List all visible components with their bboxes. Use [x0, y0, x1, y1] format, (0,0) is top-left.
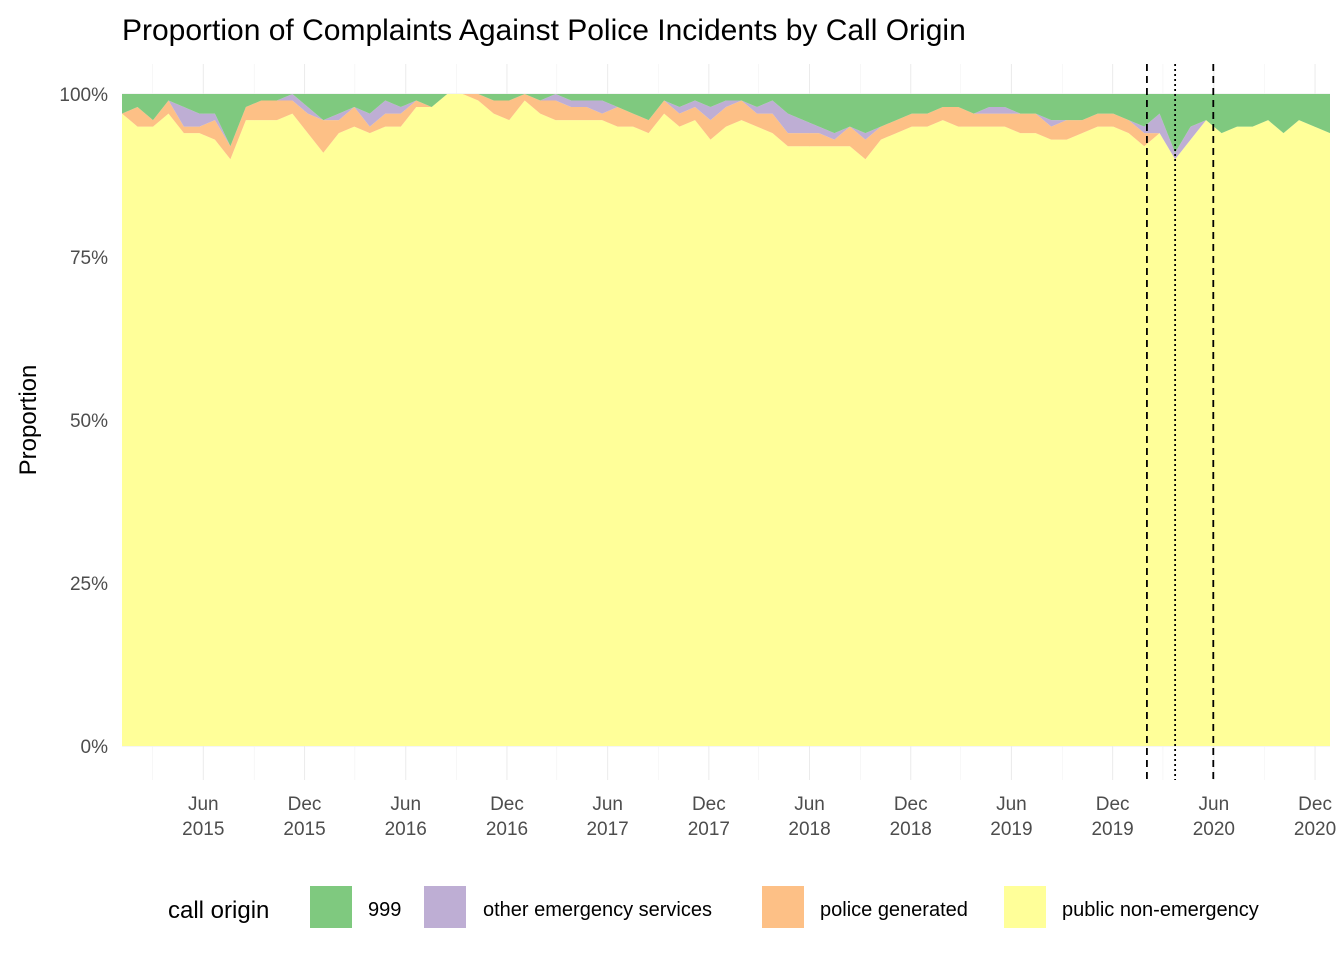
- x-tick-label: Jun: [188, 794, 219, 815]
- legend-key-police-generated: [762, 886, 804, 928]
- x-tick-label: Dec: [490, 794, 524, 815]
- area-public-non-emergency: [122, 94, 1330, 746]
- x-tick-year-label: 2017: [688, 819, 730, 840]
- x-tick-year-label: 2017: [586, 819, 628, 840]
- x-tick-year-label: 2018: [788, 819, 830, 840]
- legend-key-999: [310, 886, 352, 928]
- reference-lines: [1146, 64, 1215, 780]
- legend-label-police-generated: police generated: [820, 899, 968, 921]
- chart-title: Proportion of Complaints Against Police …: [122, 14, 966, 47]
- legend-title: call origin: [168, 897, 269, 924]
- x-tick-year-label: 2015: [182, 819, 224, 840]
- y-tick-label: 100%: [59, 85, 108, 106]
- y-tick-label: 75%: [70, 248, 108, 269]
- x-tick-label: Dec: [288, 794, 322, 815]
- x-tick-label: Jun: [592, 794, 623, 815]
- x-tick-year-label: 2019: [990, 819, 1032, 840]
- x-tick-label: Dec: [1096, 794, 1130, 815]
- x-tick-year-label: 2016: [385, 819, 427, 840]
- legend-key-other-emergency-services: [424, 886, 466, 928]
- x-tick-year-label: 2018: [890, 819, 932, 840]
- x-tick-year-label: 2020: [1294, 819, 1336, 840]
- x-tick-label: Jun: [996, 794, 1027, 815]
- y-axis-label: Proportion: [15, 365, 42, 476]
- x-tick-year-label: 2019: [1091, 819, 1133, 840]
- legend-label-other-emergency-services: other emergency services: [483, 899, 712, 921]
- x-tick-label: Jun: [794, 794, 825, 815]
- legend: call origin 999 other emergency services p…: [168, 886, 1259, 928]
- x-tick-year-label: 2020: [1193, 819, 1235, 840]
- x-tick-label: Jun: [1199, 794, 1230, 815]
- x-tick-label: Dec: [894, 794, 928, 815]
- y-tick-label: 25%: [70, 574, 108, 595]
- stacked-areas: [122, 94, 1330, 746]
- legend-label-999: 999: [368, 899, 401, 921]
- area-999: [122, 94, 1330, 153]
- x-tick-year-label: 2016: [486, 819, 528, 840]
- y-tick-label: 0%: [81, 737, 109, 758]
- legend-key-public-non-emergency: [1004, 886, 1046, 928]
- legend-label-public-non-emergency: public non-emergency: [1062, 899, 1259, 921]
- x-tick-label: Jun: [390, 794, 421, 815]
- y-tick-label: 50%: [70, 411, 108, 432]
- x-tick-year-label: 2015: [283, 819, 325, 840]
- x-tick-label: Dec: [692, 794, 726, 815]
- area-police-generated: [122, 94, 1330, 160]
- x-axis: Jun 2015 Dec 2015 Jun 2016 Dec 2016 Jun 2017 Dec 20…: [182, 794, 1336, 840]
- x-tick-label: Dec: [1298, 794, 1332, 815]
- y-axis: 0% 25% 50% 75% 100%: [59, 85, 108, 758]
